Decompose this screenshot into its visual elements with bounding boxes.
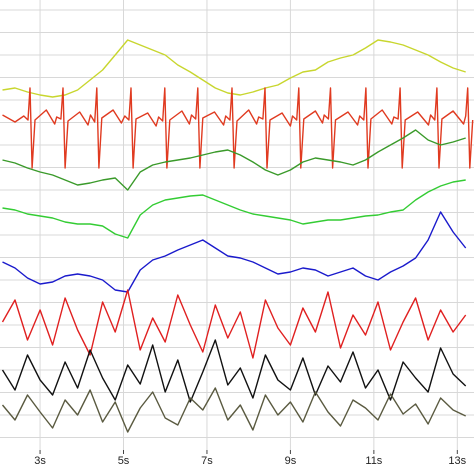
x-tick-label: 5s bbox=[118, 455, 130, 467]
trace-line bbox=[2, 129, 466, 191]
trace-line bbox=[2, 211, 467, 293]
x-tick-label: 11s bbox=[365, 455, 382, 467]
x-tick-label: 7s bbox=[201, 455, 213, 467]
x-tick-label: 13s bbox=[448, 455, 466, 467]
trace-line bbox=[1, 339, 467, 403]
trace-line bbox=[2, 179, 466, 239]
trace-line bbox=[1, 289, 467, 359]
trace-line bbox=[2, 87, 474, 169]
x-tick-label: 9s bbox=[285, 455, 297, 467]
trace-line bbox=[2, 39, 466, 98]
x-tick-label: 3s bbox=[34, 455, 46, 467]
trace-line bbox=[1, 387, 467, 433]
